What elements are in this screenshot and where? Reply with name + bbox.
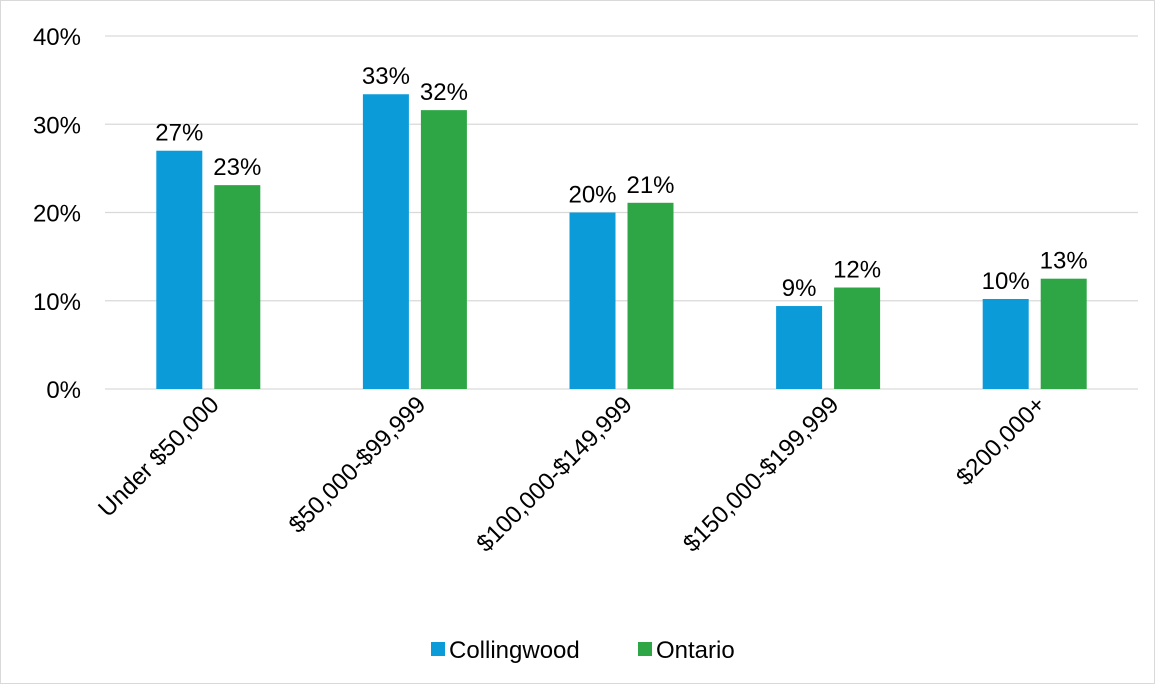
data-label: 9%: [782, 275, 817, 302]
bars: [156, 94, 1087, 390]
bar-ontario: [627, 202, 674, 389]
data-label: 21%: [626, 172, 674, 199]
x-tick-label: $200,000+: [951, 391, 1051, 491]
bar-ontario: [1040, 278, 1087, 389]
y-axis-tick-labels: 0% 10% 20% 30% 40%: [33, 24, 81, 404]
legend-swatch-collingwood: [431, 642, 445, 656]
legend: Collingwood Ontario: [431, 637, 735, 664]
gridlines: [105, 35, 1138, 390]
x-tick-label: $100,000-$149,999: [471, 391, 637, 557]
legend-swatch-ontario: [638, 642, 652, 656]
data-label: 13%: [1040, 248, 1088, 275]
y-tick-label: 0%: [46, 377, 81, 404]
bar-ontario: [834, 287, 881, 389]
x-tick-label: Under $50,000: [93, 391, 224, 522]
data-label: 32%: [420, 79, 468, 106]
bar-collingwood: [156, 150, 203, 389]
bar-collingwood: [362, 94, 409, 390]
bar-ontario: [214, 185, 261, 389]
bar-collingwood: [776, 306, 823, 389]
data-label: 20%: [568, 182, 616, 209]
y-tick-label: 30%: [33, 112, 81, 139]
y-tick-label: 40%: [33, 24, 81, 51]
x-axis-tick-labels: Under $50,000 $50,000-$99,999 $100,000-$14…: [93, 391, 1051, 557]
legend-label: Ontario: [656, 637, 735, 664]
bar-ontario: [420, 110, 467, 389]
data-labels: 27% 23% 33% 32% 20% 21% 9% 12% 10% 13%: [155, 63, 1087, 302]
data-label: 33%: [362, 63, 410, 90]
x-tick-label: $150,000-$199,999: [678, 391, 844, 557]
legend-label: Collingwood: [449, 637, 580, 664]
data-label: 12%: [833, 257, 881, 284]
data-label: 23%: [213, 154, 261, 181]
bar-collingwood: [982, 298, 1029, 389]
data-label: 10%: [982, 268, 1030, 295]
y-tick-label: 10%: [33, 289, 81, 316]
bar-collingwood: [569, 212, 616, 389]
y-tick-label: 20%: [33, 201, 81, 228]
data-label: 27%: [155, 120, 203, 147]
x-tick-label: $50,000-$99,999: [284, 391, 431, 538]
